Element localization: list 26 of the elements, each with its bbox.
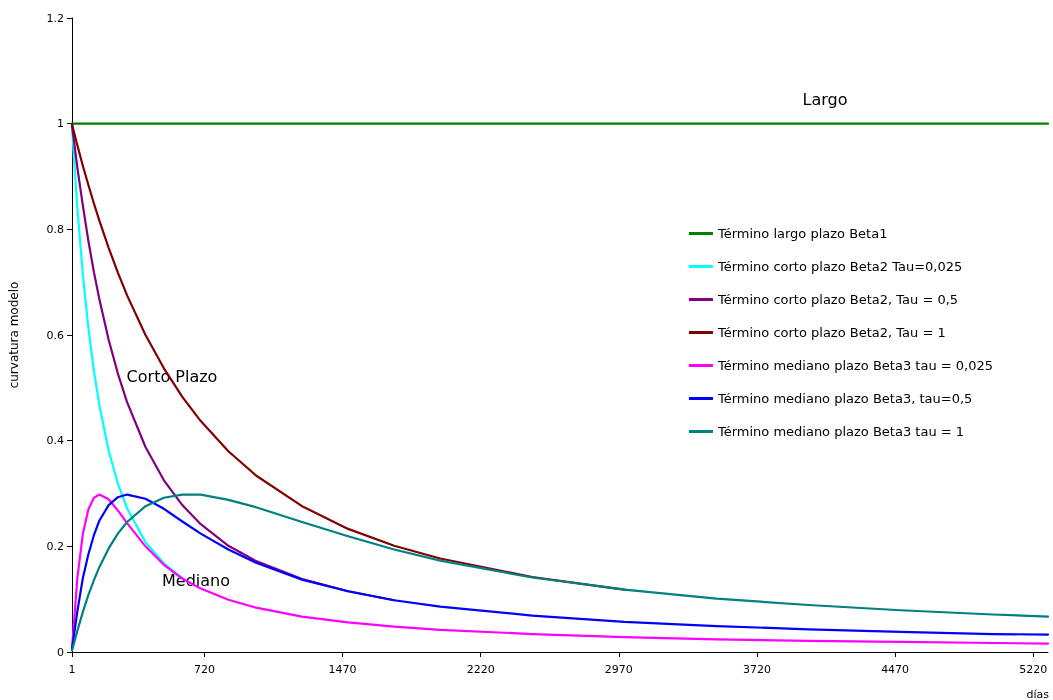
annotation: Corto Plazo bbox=[126, 366, 218, 386]
y-tick-label: 0.8 bbox=[46, 222, 64, 236]
annotation: Largo bbox=[802, 89, 848, 109]
y-axis-title: curvatura modelo bbox=[7, 281, 21, 389]
x-tick-label: 1470 bbox=[328, 663, 357, 676]
y-tick-label: 0 bbox=[57, 645, 64, 659]
y-tick-label: 1.2 bbox=[46, 11, 64, 25]
x-tick-label: 720 bbox=[193, 663, 215, 676]
x-tick-label: 5220 bbox=[1019, 663, 1048, 676]
legend-label: Término corto plazo Beta2, Tau = 1 bbox=[716, 325, 946, 340]
y-tick-label: 0.2 bbox=[46, 539, 64, 553]
legend-label: Término corto plazo Beta2, Tau = 0,5 bbox=[716, 292, 959, 307]
y-tick-label: 0.4 bbox=[46, 434, 64, 448]
x-axis-title: días bbox=[1026, 688, 1050, 700]
legend-label: Término largo plazo Beta1 bbox=[716, 226, 888, 241]
x-tick-label: 2970 bbox=[604, 663, 633, 676]
x-tick-label: 3720 bbox=[742, 663, 771, 676]
x-tick-label: 4470 bbox=[881, 663, 910, 676]
y-tick-label: 0.6 bbox=[46, 328, 64, 342]
y-tick-label: 1 bbox=[57, 117, 64, 131]
legend-label: Término mediano plazo Beta3 tau = 1 bbox=[716, 424, 965, 439]
x-tick-label: 1 bbox=[68, 663, 76, 676]
x-tick-label: 2220 bbox=[466, 663, 495, 676]
legend-label: Término mediano plazo Beta3 tau = 0,025 bbox=[716, 358, 994, 373]
legend-label: Término corto plazo Beta2 Tau=0,025 bbox=[716, 259, 963, 274]
legend-label: Término mediano plazo Beta3, tau=0,5 bbox=[716, 391, 973, 406]
